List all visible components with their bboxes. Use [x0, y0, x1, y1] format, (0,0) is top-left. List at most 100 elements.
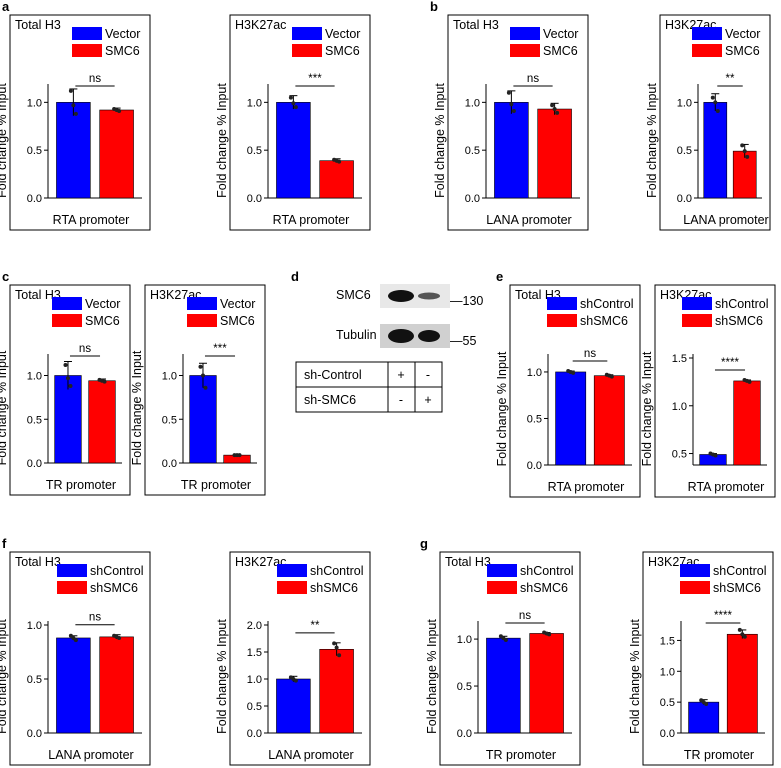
significance-label: ****: [721, 357, 739, 369]
data-point: [547, 632, 552, 637]
chart-b-total-h3: Total H3 Vector SMC6 0.0 0.5 1.0 ns LANA promot…: [433, 14, 589, 231]
y-tick-label: 0.0: [27, 458, 42, 470]
y-tick-label: 0.5: [672, 449, 687, 461]
data-point: [710, 95, 715, 100]
bar-control: [494, 102, 529, 199]
chart-title: Total H3: [453, 18, 499, 32]
legend-swatch: [72, 27, 102, 40]
legend-swatch: [187, 314, 217, 327]
data-point: [609, 374, 614, 379]
y-tick-label: 0.5: [527, 413, 542, 425]
chart-frame: [439, 551, 581, 766]
legend-swatch: [547, 314, 577, 327]
y-axis-label: Fold change % Input: [0, 83, 9, 198]
x-axis-label: TR promoter: [486, 748, 556, 762]
data-point: [73, 111, 78, 116]
y-tick-label: 1.5: [672, 353, 687, 365]
chart-title: H3K27ac: [235, 555, 286, 569]
chart-frame: [447, 14, 589, 231]
data-point: [747, 379, 752, 384]
legend-label: Vector: [725, 27, 760, 41]
legend-label: SMC6: [725, 44, 760, 58]
legend-swatch: [57, 564, 87, 577]
panel-label-g: g: [420, 536, 428, 551]
band-lane1: [388, 290, 414, 302]
chart-frame: [509, 284, 641, 498]
panel-label-c: c: [2, 269, 9, 284]
chart-frame: [229, 551, 371, 766]
y-tick-label: 2.0: [247, 620, 262, 632]
y-axis-label: Fold change % Input: [0, 350, 9, 465]
bar-control: [54, 375, 82, 464]
legend-swatch: [682, 314, 712, 327]
bar-treatment: [537, 108, 572, 199]
legend-label: shControl: [90, 564, 144, 578]
panel-label-f: f: [2, 536, 7, 551]
bar-treatment: [99, 636, 134, 734]
y-tick-label: 0.5: [660, 697, 675, 709]
significance-label: ns: [584, 348, 596, 360]
bar-treatment: [99, 109, 134, 199]
legend-label: shSMC6: [520, 581, 568, 595]
bar-control: [276, 678, 311, 734]
chart-frame: [654, 284, 776, 498]
x-axis-label: LANA promoter: [486, 213, 571, 227]
legend-label: SMC6: [220, 314, 255, 328]
legend-swatch: [510, 44, 540, 57]
y-tick-label: 0.0: [527, 460, 542, 472]
y-tick-label: 0.0: [27, 193, 42, 205]
data-point: [552, 107, 557, 112]
x-axis-label: LANA promoter: [48, 748, 133, 762]
data-point: [332, 641, 337, 646]
chart-frame: [9, 284, 131, 496]
chart-frame: [144, 284, 266, 496]
legend-label: shControl: [713, 564, 767, 578]
bar-control: [703, 102, 728, 199]
data-point: [65, 376, 70, 381]
y-tick-label: 1.0: [677, 97, 692, 109]
data-point: [117, 108, 122, 113]
y-axis-label: Fold change % Input: [215, 83, 229, 198]
data-point: [713, 100, 718, 105]
y-tick-label: 1.0: [27, 371, 42, 383]
legend-label: shControl: [715, 297, 769, 311]
data-point: [571, 370, 576, 375]
legend-label: shSMC6: [713, 581, 761, 595]
western-blot: SMC6 —130 Tubulin —55 sh-Control + - sh-SMC6 - +: [295, 284, 483, 413]
y-tick-label: 0.5: [247, 145, 262, 157]
panel-label-a: a: [2, 0, 10, 14]
data-point: [71, 103, 76, 108]
significance-label: ns: [89, 73, 101, 85]
legend-swatch: [680, 564, 710, 577]
legend-label: Vector: [85, 297, 120, 311]
panel-label-e: e: [496, 269, 503, 284]
blot-label-tubulin: Tubulin: [336, 328, 377, 342]
bar-control: [688, 701, 720, 734]
legend-swatch: [487, 564, 517, 577]
bar-treatment: [733, 380, 761, 466]
data-point: [742, 634, 747, 639]
bar-control: [555, 371, 587, 466]
y-tick-label: 1.0: [27, 620, 42, 632]
legend-swatch: [487, 581, 517, 594]
data-point: [737, 627, 742, 632]
data-point: [63, 363, 68, 367]
significance-label: ns: [79, 343, 91, 355]
y-tick-label: 0.0: [457, 728, 472, 740]
bar-control: [56, 102, 91, 199]
y-tick-label: 0.5: [27, 145, 42, 157]
band-lane2: [418, 292, 440, 300]
blot-label-smc6: SMC6: [336, 288, 371, 302]
x-axis-label: TR promoter: [684, 748, 754, 762]
blot-table-row-label: sh-Control: [304, 368, 362, 382]
bar-control: [56, 637, 91, 734]
significance-label: ns: [519, 610, 531, 622]
x-axis-label: RTA promoter: [548, 480, 625, 494]
y-tick-label: 0.0: [162, 458, 177, 470]
bar-treatment: [319, 648, 354, 734]
legend-swatch: [277, 564, 307, 577]
data-point: [745, 154, 750, 159]
legend-swatch: [52, 314, 82, 327]
